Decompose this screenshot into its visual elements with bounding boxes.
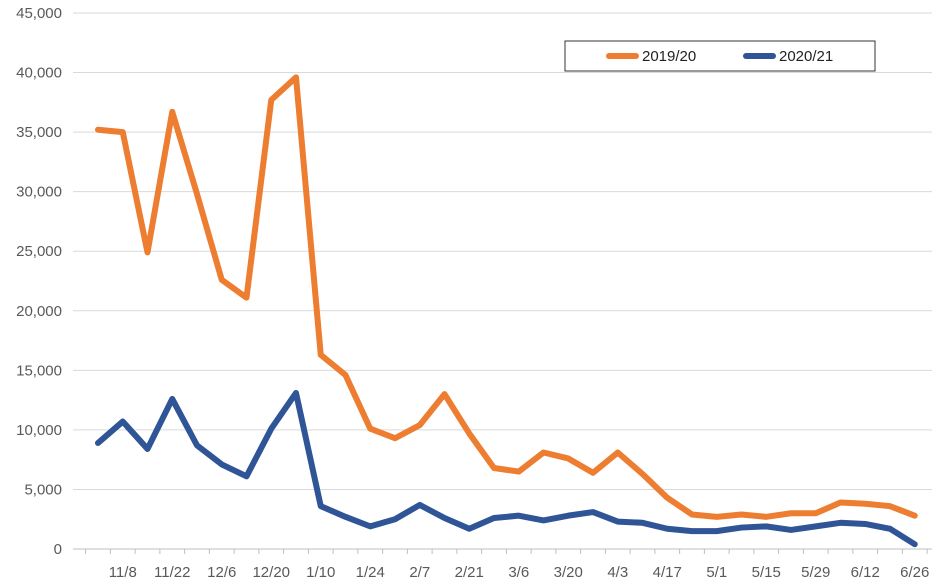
x-tick-label: 3/20 [554,564,583,581]
x-tick-label: 3/6 [508,564,529,581]
x-tick-label: 2/7 [409,564,430,581]
y-tick-label: 45,000 [16,5,62,22]
y-tick-label: 0 [54,541,62,558]
y-tick-label: 25,000 [16,243,62,260]
x-tick-label: 11/22 [154,564,190,581]
x-tick-label: 12/20 [252,564,290,581]
x-tick-label: 4/17 [653,564,682,581]
axes: 0 5,000 10,000 15,000 20,000 25,000 30,000 35,0… [16,5,932,581]
legend: 2019/20 2020/21 [564,40,876,72]
y-tick-label: 10,000 [16,422,62,439]
series-line-2019-20 [95,74,918,520]
x-tick-label: 2/21 [455,564,484,581]
y-tick-label: 15,000 [16,362,62,379]
series-lines [95,74,918,548]
x-tick-label: 11/8 [109,564,137,581]
gridlines [73,12,932,490]
legend-label-2020-21: 2020/21 [779,48,833,65]
series-line-2020-21 [95,389,918,548]
x-tick-label: 1/10 [306,564,335,581]
x-tick-label: 4/3 [607,564,628,581]
y-tick-label: 40,000 [16,65,62,82]
y-tick-label: 35,000 [16,124,62,141]
y-tick-label: 30,000 [16,184,62,201]
x-tick-label: 5/15 [752,564,781,581]
legend-label-2019-20: 2019/20 [642,48,696,65]
x-tick-label: 5/1 [706,564,727,581]
x-tick-label: 1/24 [356,564,385,581]
x-tick-label: 5/29 [801,564,830,581]
y-tick-label: 20,000 [16,303,62,320]
x-tick-label: 12/6 [207,564,236,581]
y-tick-label: 5,000 [24,481,62,498]
x-tick-label: 6/12 [851,564,880,581]
x-tick-label: 6/26 [900,564,929,581]
